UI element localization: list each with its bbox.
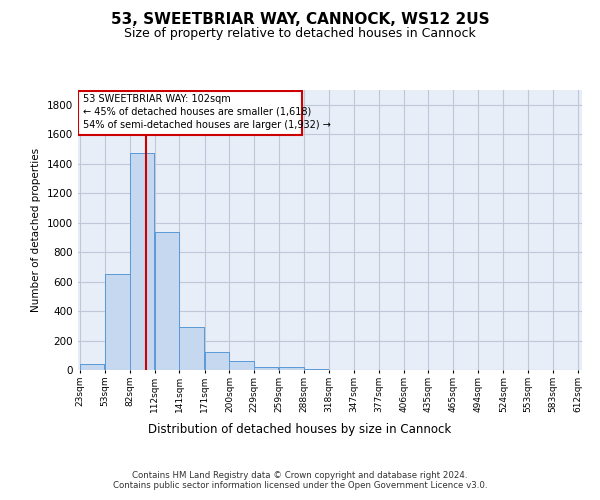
Bar [155,232,179,370]
Text: 54% of semi-detached houses are larger (1,932) →: 54% of semi-detached houses are larger (… [83,120,331,130]
Bar [155,232,179,370]
Bar [205,352,229,370]
Text: Contains HM Land Registry data © Crown copyright and database right 2024.
Contai: Contains HM Land Registry data © Crown c… [113,470,487,490]
Bar [179,328,204,370]
Text: 53, SWEETBRIAR WAY, CANNOCK, WS12 2US: 53, SWEETBRIAR WAY, CANNOCK, WS12 2US [110,12,490,28]
Bar [105,274,130,370]
Bar [254,367,278,370]
Bar [80,364,104,370]
FancyBboxPatch shape [78,92,302,135]
Text: ← 45% of detached houses are smaller (1,618): ← 45% of detached houses are smaller (1,… [83,106,311,117]
Y-axis label: Number of detached properties: Number of detached properties [31,148,41,312]
Bar [254,367,278,370]
Bar [205,352,229,370]
Bar [279,367,304,370]
Text: 53 SWEETBRIAR WAY: 102sqm: 53 SWEETBRIAR WAY: 102sqm [83,94,231,104]
Bar [279,367,304,370]
Bar [229,361,254,370]
Text: Size of property relative to detached houses in Cannock: Size of property relative to detached ho… [124,28,476,40]
Bar [130,152,154,370]
Bar [130,152,154,370]
Text: Distribution of detached houses by size in Cannock: Distribution of detached houses by size … [148,422,452,436]
Bar [229,361,254,370]
Bar [179,328,204,370]
Bar [80,364,104,370]
Bar [105,274,130,370]
